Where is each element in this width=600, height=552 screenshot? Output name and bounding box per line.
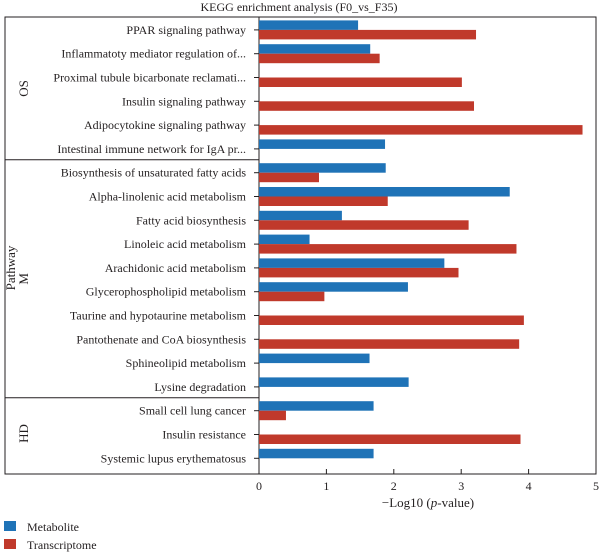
legend-label-transcriptome: Transcriptome — [27, 538, 97, 552]
group-label-hd: HD — [16, 424, 31, 443]
bar-transcriptome-insulin-resistance — [259, 434, 521, 444]
pathway-label-insulin-signaling-pathway: Insulin signaling pathway — [122, 94, 246, 108]
bar-metabolite-sphineolipid-metabolism — [259, 353, 370, 364]
bar-transcriptome-biosynthesis-of-unsaturated-fatty-acids — [259, 172, 319, 183]
pathway-label-proximal-tubule-bicarbonate-reclamati: Proximal tubule bicarbonate reclamati... — [53, 71, 246, 85]
x-tick-label: 0 — [256, 479, 262, 493]
bar-transcriptome-ppar-signaling-pathway — [259, 29, 477, 40]
x-tick-label: 5 — [593, 479, 599, 493]
plot-frame — [4, 16, 597, 475]
pathway-label-pantothenate-and-coa-biosynthesis: Pantothenate and CoA biosynthesis — [76, 332, 246, 346]
bar-transcriptome-fatty-acid-biosynthesis — [259, 220, 469, 230]
group-label-m: M — [16, 273, 31, 285]
bar-metabolite-intestinal-immune-network-for-iga-pr — [259, 139, 386, 149]
pathway-label-fatty-acid-biosynthesis: Fatty acid biosynthesis — [136, 213, 246, 227]
bar-transcriptome-proximal-tubule-bicarbonate-reclamati — [259, 77, 462, 87]
bar-metabolite-arachidonic-acid-metabolism — [259, 258, 445, 268]
legend-label-metabolite: Metabolite — [27, 520, 79, 534]
pathway-label-taurine-and-hypotaurine-metabolism: Taurine and hypotaurine metabolism — [70, 309, 247, 323]
pathway-label-arachidonic-acid-metabolism: Arachidonic acid metabolism — [105, 261, 247, 275]
bar-transcriptome-arachidonic-acid-metabolism — [259, 267, 459, 278]
bar-metabolite-inflammatoty-mediator-regulation-of — [259, 44, 371, 54]
group-label-os: OS — [16, 80, 31, 97]
x-tick-label: 1 — [323, 479, 329, 493]
y-axis-label: Pathway — [3, 245, 18, 290]
chart-title: KEGG enrichment analysis (F0_vs_F35) — [201, 0, 398, 14]
bar-transcriptome-linoleic-acid-metabolism — [259, 244, 517, 254]
bar-transcriptome-alpha-linolenic-acid-metabolism — [259, 196, 388, 206]
bar-metabolite-small-cell-lung-cancer — [259, 401, 374, 411]
pathway-label-systemic-lupus-erythematosus: Systemic lupus erythematosus — [101, 451, 247, 465]
pathway-label-intestinal-immune-network-for-iga-pr: Intestinal immune network for IgA pr... — [57, 142, 246, 156]
legend: Metabolite Transcriptome — [4, 520, 97, 552]
bar-metabolite-linoleic-acid-metabolism — [259, 234, 310, 245]
pathway-label-insulin-resistance: Insulin resistance — [162, 428, 246, 442]
x-tick-label: 4 — [526, 479, 532, 493]
pathway-label-ppar-signaling-pathway: PPAR signaling pathway — [126, 23, 246, 37]
bar-metabolite-glycerophospholipid-metabolism — [259, 282, 408, 292]
legend-swatch-metabolite — [4, 521, 16, 531]
bar-metabolite-systemic-lupus-erythematosus — [259, 448, 374, 459]
bar-transcriptome-pantothenate-and-coa-biosynthesis — [259, 339, 520, 349]
bar-metabolite-biosynthesis-of-unsaturated-fatty-acids — [259, 163, 386, 173]
pathway-label-linoleic-acid-metabolism: Linoleic acid metabolism — [124, 237, 247, 251]
plot-area: PPAR signaling pathway Inflammatoty media… — [4, 16, 599, 493]
bar-transcriptome-small-cell-lung-cancer — [259, 410, 286, 421]
bar-metabolite-ppar-signaling-pathway — [259, 20, 359, 30]
bar-metabolite-lysine-degradation — [259, 377, 409, 387]
bar-transcriptome-taurine-and-hypotaurine-metabolism — [259, 315, 524, 325]
pathway-label-lysine-degradation: Lysine degradation — [154, 380, 246, 394]
legend-swatch-transcriptome — [4, 539, 16, 549]
pathway-label-alpha-linolenic-acid-metabolism: Alpha-linolenic acid metabolism — [89, 190, 247, 204]
pathway-label-sphineolipid-metabolism: Sphineolipid metabolism — [126, 356, 247, 370]
bar-transcriptome-adipocytokine-signaling-pathway — [259, 125, 583, 135]
pathway-label-adipocytokine-signaling-pathway: Adipocytokine signaling pathway — [84, 118, 246, 132]
x-tick-label: 3 — [458, 479, 464, 493]
bar-metabolite-fatty-acid-biosynthesis — [259, 210, 342, 221]
x-axis-label: −Log10 (p-value) — [382, 495, 474, 510]
bar-transcriptome-inflammatoty-mediator-regulation-of — [259, 53, 380, 64]
bar-transcriptome-insulin-signaling-pathway — [259, 101, 475, 111]
bar-metabolite-alpha-linolenic-acid-metabolism — [259, 187, 510, 197]
bar-transcriptome-glycerophospholipid-metabolism — [259, 291, 325, 302]
pathway-label-inflammatoty-mediator-regulation-of: Inflammatoty mediator regulation of... — [61, 47, 246, 61]
pathway-label-small-cell-lung-cancer: Small cell lung cancer — [139, 404, 246, 418]
pathway-label-glycerophospholipid-metabolism: Glycerophospholipid metabolism — [86, 285, 247, 299]
pathway-label-biosynthesis-of-unsaturated-fatty-acids: Biosynthesis of unsaturated fatty acids — [61, 166, 247, 180]
x-tick-label: 2 — [391, 479, 397, 493]
